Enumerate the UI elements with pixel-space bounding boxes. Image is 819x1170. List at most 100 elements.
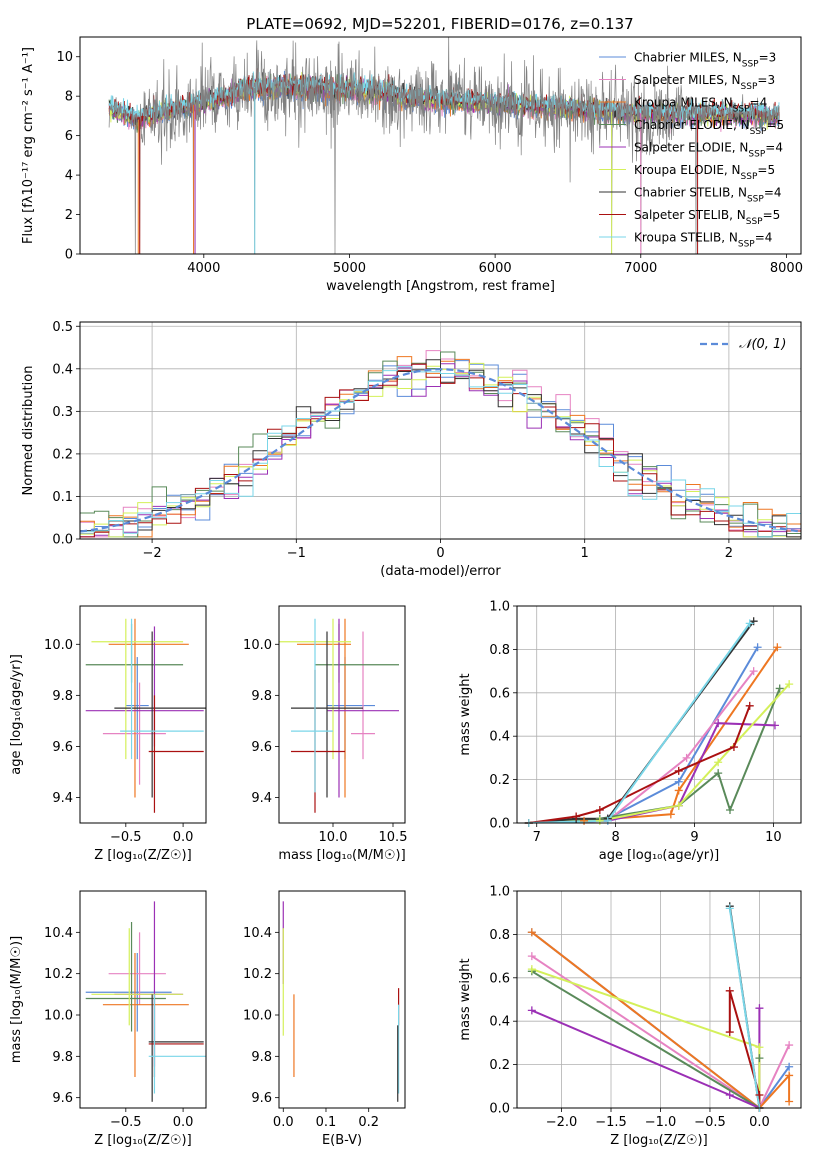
- legend-entry: Kroupa MILES, NSSP=4: [634, 96, 767, 115]
- x-tick-label: −1.0: [645, 1115, 677, 1130]
- plot-area-spectrum: [108, 37, 780, 254]
- y-tick-label: 10.2: [243, 967, 272, 982]
- x-tick-label: 0.2: [358, 1115, 379, 1130]
- axes-weight-vs-age: 7 8 9 10 0.0 0.2 0.4 0.6 0.8 1.0 age [log₁₀(age/yr…: [458, 600, 802, 863]
- y-tick-label: 10.4: [44, 926, 73, 941]
- y-tick-label: 0.2: [489, 773, 510, 788]
- mass-weight-line: [531, 955, 791, 1108]
- mass-weight-marker: [666, 810, 675, 819]
- axes-spectrum: 4000 5000 6000 7000 8000 0 2 4 6 8 10 wavelength [A…: [21, 36, 803, 294]
- y-axis-label: mass weight: [458, 958, 473, 1040]
- y-tick-label: 0.3: [52, 405, 73, 420]
- x-tick-label: 0.0: [173, 830, 194, 845]
- x-tick-label: 4000: [187, 261, 220, 276]
- mass-weight-marker: [775, 684, 784, 693]
- mass-weight-marker: [714, 719, 723, 728]
- axes-frame: [278, 890, 406, 1109]
- y-tick-label: 0.4: [489, 730, 510, 745]
- y-tick-label: 10.0: [44, 638, 73, 653]
- y-tick-label: 0.4: [489, 1015, 510, 1030]
- mass-weight-marker: [595, 805, 604, 814]
- mass-weight-marker: [527, 1006, 536, 1015]
- residual-histogram-step: [80, 363, 801, 538]
- y-tick-label: 8: [65, 90, 73, 105]
- x-tick-label: 10.5: [379, 830, 408, 845]
- x-axis-label: Z [log₁₀(Z/Z☉)]: [94, 848, 191, 863]
- y-tick-label: 9.6: [52, 740, 73, 755]
- x-tick-label: 7: [533, 830, 541, 845]
- mass-weight-marker: [755, 1054, 764, 1063]
- x-tick-label: −1.5: [595, 1115, 627, 1130]
- axes-age-vs-mass: 10.0 10.5 9.4 9.6 9.8 10.0 mass [log₁₀(M/M☉)]: [243, 605, 408, 863]
- plot-area-mass-vs-Z: [85, 901, 206, 1102]
- y-tick-label: 0: [65, 248, 73, 263]
- axes-frame: [79, 890, 207, 1109]
- x-tick-label: 0.0: [273, 1115, 294, 1130]
- x-tick-label: 5000: [333, 261, 366, 276]
- y-tick-label: 0.0: [489, 1102, 510, 1117]
- normal-reference-curve: [80, 368, 799, 533]
- x-tick-label: −0.5: [110, 830, 142, 845]
- mass-weight-marker: [753, 643, 762, 652]
- y-axis-label: Normed distribution: [21, 366, 36, 496]
- residual-histogram-step: [80, 366, 801, 538]
- mass-weight-marker: [785, 1041, 794, 1050]
- mass-weight-marker: [725, 904, 734, 913]
- mass-weight-line: [528, 705, 751, 823]
- y-tick-label: 9.8: [251, 1050, 272, 1065]
- y-tick-label: 0.5: [52, 320, 73, 335]
- axes-frame: [516, 890, 802, 1109]
- mass-weight-marker: [527, 928, 536, 937]
- y-tick-label: 1.0: [489, 600, 510, 615]
- x-tick-label: 2: [725, 546, 733, 561]
- mass-weight-marker: [773, 643, 782, 652]
- plot-area-age-vs-mass: [279, 618, 399, 813]
- mass-weight-marker: [785, 1062, 794, 1071]
- mass-weight-marker: [745, 701, 754, 710]
- legend-entry: Kroupa ELODIE, NSSP=5: [634, 163, 775, 182]
- legend-entry: Salpeter STELIB, NSSP=5: [634, 208, 780, 227]
- x-axis-label: age [log₁₀(age/yr)]: [599, 848, 720, 863]
- axes-frame: [79, 36, 802, 255]
- mass-weight-marker: [729, 743, 738, 752]
- x-tick-label: 0.0: [173, 1115, 194, 1130]
- legend-entry: Chabrier ELODIE, NSSP=5: [634, 118, 784, 137]
- y-tick-label: 1.0: [489, 885, 510, 900]
- y-tick-label: 9.4: [251, 791, 272, 806]
- y-tick-label: 0.6: [489, 971, 510, 986]
- y-tick-label: 0.0: [489, 817, 510, 832]
- x-axis-label: Z [log₁₀(Z/Z☉)]: [610, 1133, 707, 1148]
- y-tick-label: 10: [56, 50, 73, 65]
- y-tick-label: 10.2: [44, 967, 73, 982]
- mass-weight-marker: [714, 769, 723, 778]
- x-tick-label: 10.0: [319, 830, 348, 845]
- mass-weight-line: [531, 931, 791, 1108]
- x-tick-label: 8000: [770, 261, 803, 276]
- legend-entry: 𝒩(0, 1): [739, 337, 786, 352]
- axes-age-vs-Z: −0.5 0.0 9.4 9.6 9.8 10.0 Z [log₁₀(Z/Z☉)] age […: [9, 605, 207, 863]
- x-tick-label: 0.0: [749, 1115, 770, 1130]
- x-axis-label: (data-model)/error: [380, 564, 501, 579]
- mass-weight-marker: [785, 1071, 794, 1080]
- mass-weight-marker: [527, 952, 536, 961]
- legend-entry: Kroupa STELIB, NSSP=4: [634, 231, 772, 250]
- mass-weight-marker: [745, 619, 754, 628]
- plot-area-mass-vs-ebv: [282, 901, 400, 1102]
- y-axis-label: Flux [fλ10⁻¹⁷ erg cm⁻² s⁻¹ A⁻¹]: [21, 47, 36, 244]
- y-tick-label: 10.0: [243, 638, 272, 653]
- axes-mass-vs-Z: −0.5 0.0 9.6 9.8 10.0 10.2 10.4 Z [log₁₀(Z/Z☉)]…: [9, 890, 207, 1148]
- y-tick-label: 0.4: [52, 362, 73, 377]
- mass-weight-marker: [714, 758, 723, 767]
- x-tick-label: −2: [143, 546, 162, 561]
- legend-entry: Chabrier STELIB, NSSP=4: [634, 186, 782, 205]
- y-tick-label: 9.8: [52, 689, 73, 704]
- y-tick-label: 9.6: [251, 740, 272, 755]
- x-tick-label: 10: [765, 830, 782, 845]
- mass-weight-marker: [674, 786, 683, 795]
- mass-weight-marker: [725, 986, 734, 995]
- mass-weight-marker: [755, 1043, 764, 1052]
- x-tick-label: 8: [611, 830, 619, 845]
- x-tick-label: −0.5: [694, 1115, 726, 1130]
- y-tick-label: 9.8: [52, 1050, 73, 1065]
